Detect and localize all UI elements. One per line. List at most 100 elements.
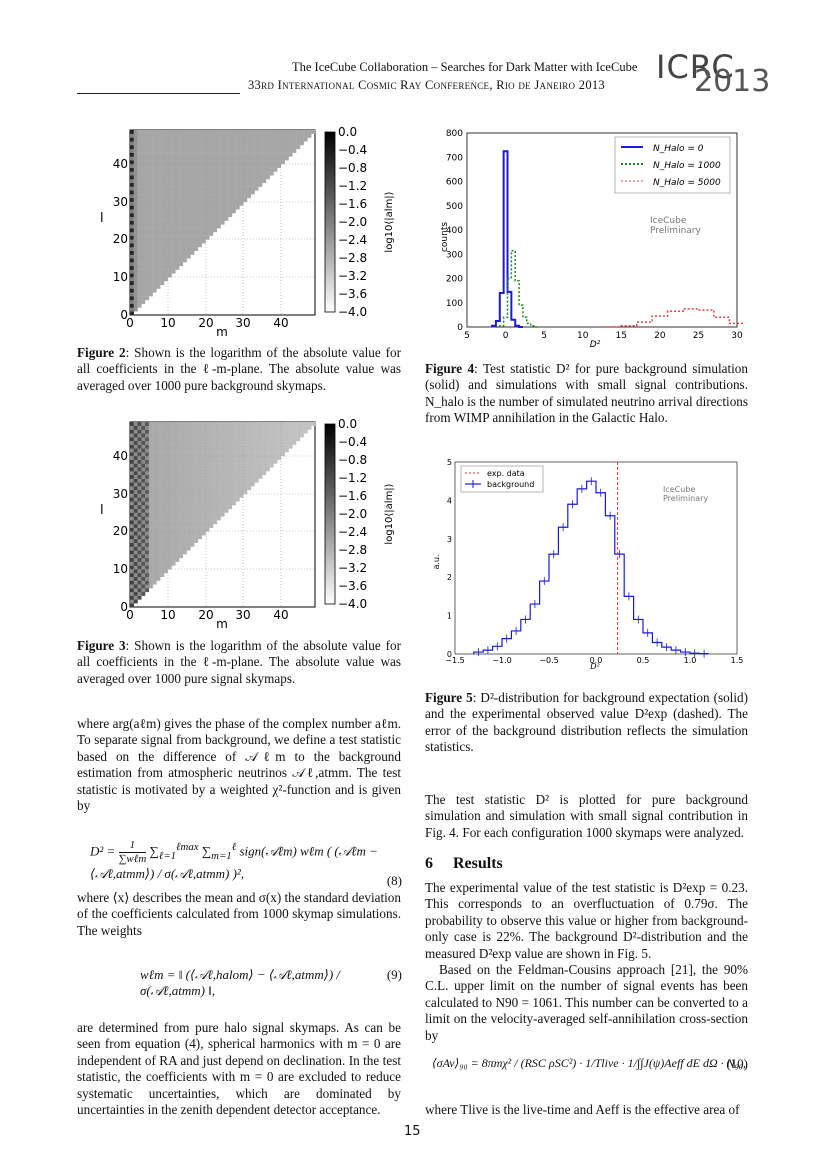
fig2-cells-cell: [137, 216, 142, 221]
fig2-cells-cell: [137, 239, 142, 244]
fig2-cells-cell: [182, 160, 187, 165]
fig3-cells-cell: [213, 463, 218, 468]
fig2-cells-cell: [141, 133, 146, 138]
fig3-caption-text: : Shown is the logarithm of the absolute…: [77, 638, 401, 686]
fig3-cells-cell: [235, 467, 240, 472]
fig2-cells-cell: [148, 258, 153, 263]
fig3-cells-cell: [152, 508, 157, 513]
fig2-cells-cell: [273, 163, 278, 168]
fig3-cells-cell: [133, 429, 138, 434]
fig3-cells-cell: [269, 444, 274, 449]
fig3-cells-cell: [145, 539, 150, 544]
fig2-cells-cell: [133, 284, 138, 289]
fig2-cells-cell: [220, 130, 225, 134]
fig2-cells-cell: [205, 160, 210, 165]
fig3-cells-cell: [197, 527, 202, 532]
fig3-cells-cell: [250, 433, 255, 438]
fig2-cells-cell: [288, 137, 293, 142]
fig3-cells-cell: [152, 448, 157, 453]
fig3-cells-cell: [190, 463, 195, 468]
fig3-cells-cell: [205, 516, 210, 521]
fig3-cells-cell: [213, 422, 218, 426]
fig2-cells-cell: [205, 152, 210, 157]
fig3-cells-cell: [171, 520, 176, 525]
cbar-tick-label: −2.0: [338, 507, 367, 521]
fig3-cells-cell: [179, 542, 184, 547]
cbar-tick-label: −2.4: [338, 525, 367, 539]
fig2-cells-cell: [152, 137, 157, 142]
fig3-cells-cell: [243, 471, 248, 476]
fig2-cells-cell: [171, 239, 176, 244]
fig2-cells-cell: [216, 216, 221, 221]
fig3-cells-cell: [194, 455, 199, 460]
fig3-cells-cell: [133, 535, 138, 540]
fig3-cells-cell: [133, 512, 138, 517]
fig3-cells-cell: [175, 463, 180, 468]
fig2-cells-cell: [186, 137, 191, 142]
fig2-cells-cell: [243, 148, 248, 153]
fig3-cells-cell: [205, 425, 210, 430]
fig2-cells-cell: [194, 201, 199, 206]
fig3-cells-cell: [201, 440, 206, 445]
fig3-cells-cell: [141, 542, 146, 547]
fig2-cells-cell: [182, 148, 187, 153]
fig3-cells-cell: [156, 557, 161, 562]
fig2-cells-cell: [133, 182, 138, 187]
fig2-cells-cell: [156, 224, 161, 229]
fig2-cells-cell: [265, 171, 270, 176]
fig3-cells-cell: [141, 444, 146, 449]
fig2-cells-cell: [167, 182, 172, 187]
fig3-cells-cell: [284, 444, 289, 449]
fig3-cells-cell: [186, 527, 191, 532]
fig2-cells-cell: [235, 145, 240, 150]
fig3-cells-cell: [209, 452, 214, 457]
fig3-cells-cell: [152, 497, 157, 502]
fig3-cells-cell: [220, 493, 225, 498]
fig3-cells-cell: [235, 425, 240, 430]
fig2-cells-cell: [228, 141, 233, 146]
fig2-cells-cell: [182, 213, 187, 218]
fig3-cells-cell: [130, 546, 134, 551]
fig3-cells-cell: [243, 448, 248, 453]
fig3-grid: [130, 422, 315, 607]
fig2-cells-cell: [190, 190, 195, 195]
fig3-cells-cell: [148, 580, 153, 585]
fig2-cells-cell: [145, 269, 150, 274]
fig2-cells-cell: [145, 213, 150, 218]
fig3-cells-cell: [148, 455, 153, 460]
fig3-cells-cell: [141, 489, 146, 494]
fig3-cells-cell: [209, 478, 214, 483]
fig3-cells-cell: [152, 512, 157, 517]
fig2-cells-cell: [205, 141, 210, 146]
fig2-cells-cell: [288, 130, 293, 134]
fig2-cells-cell: [224, 160, 229, 165]
fig3-cells: [130, 422, 316, 608]
fig2-cells-cell: [216, 141, 221, 146]
fig3-cells-cell: [167, 448, 172, 453]
fig3-cells-cell: [167, 444, 172, 449]
fig3-cells-cell: [197, 425, 202, 430]
fig2-cells-cell: [160, 163, 165, 168]
fig3-cells-cell: [197, 508, 202, 513]
fig2-cells-cell: [141, 190, 146, 195]
fig2-cells-cell: [133, 152, 138, 157]
fig2-cells-cell: [220, 205, 225, 210]
fig3-cells-cell: [205, 478, 210, 483]
fig2-cells-cell: [269, 141, 274, 146]
fig3-cells-cell: [133, 591, 138, 596]
fig2-cells-cell: [190, 137, 195, 142]
fig3-cells-cell: [145, 580, 150, 585]
fig5-background-series: [473, 480, 709, 655]
fig3-cells-cell: [239, 463, 244, 468]
fig3-cells-cell: [194, 437, 199, 442]
fig3-cells-cell: [152, 569, 157, 574]
fig2-cells-cell: [145, 292, 150, 297]
fig3-cells-cell: [133, 437, 138, 442]
fig3-cells-cell: [152, 573, 157, 577]
fig2-cells-cell: [228, 152, 233, 157]
fig2-cells-cell: [247, 148, 252, 153]
fig3-cells-cell: [182, 459, 187, 464]
fig3-cells-cell: [133, 474, 138, 479]
fig3-cells-cell: [152, 471, 157, 476]
fig4-caption: Figure 4: Test statistic D² for pure bac…: [425, 361, 748, 427]
